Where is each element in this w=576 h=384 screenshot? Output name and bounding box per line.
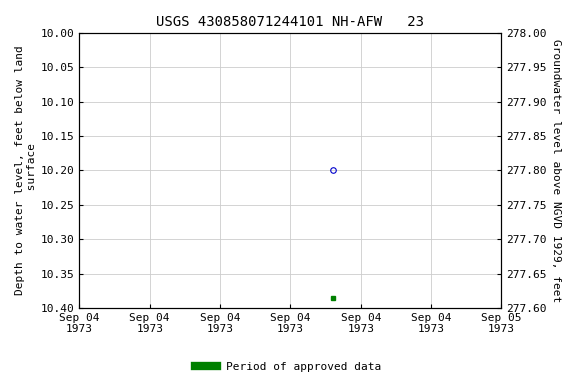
Legend: Period of approved data: Period of approved data: [191, 358, 385, 377]
Y-axis label: Depth to water level, feet below land
 surface: Depth to water level, feet below land su…: [15, 46, 37, 295]
Title: USGS 430858071244101 NH-AFW   23: USGS 430858071244101 NH-AFW 23: [157, 15, 425, 29]
Y-axis label: Groundwater level above NGVD 1929, feet: Groundwater level above NGVD 1929, feet: [551, 39, 561, 302]
